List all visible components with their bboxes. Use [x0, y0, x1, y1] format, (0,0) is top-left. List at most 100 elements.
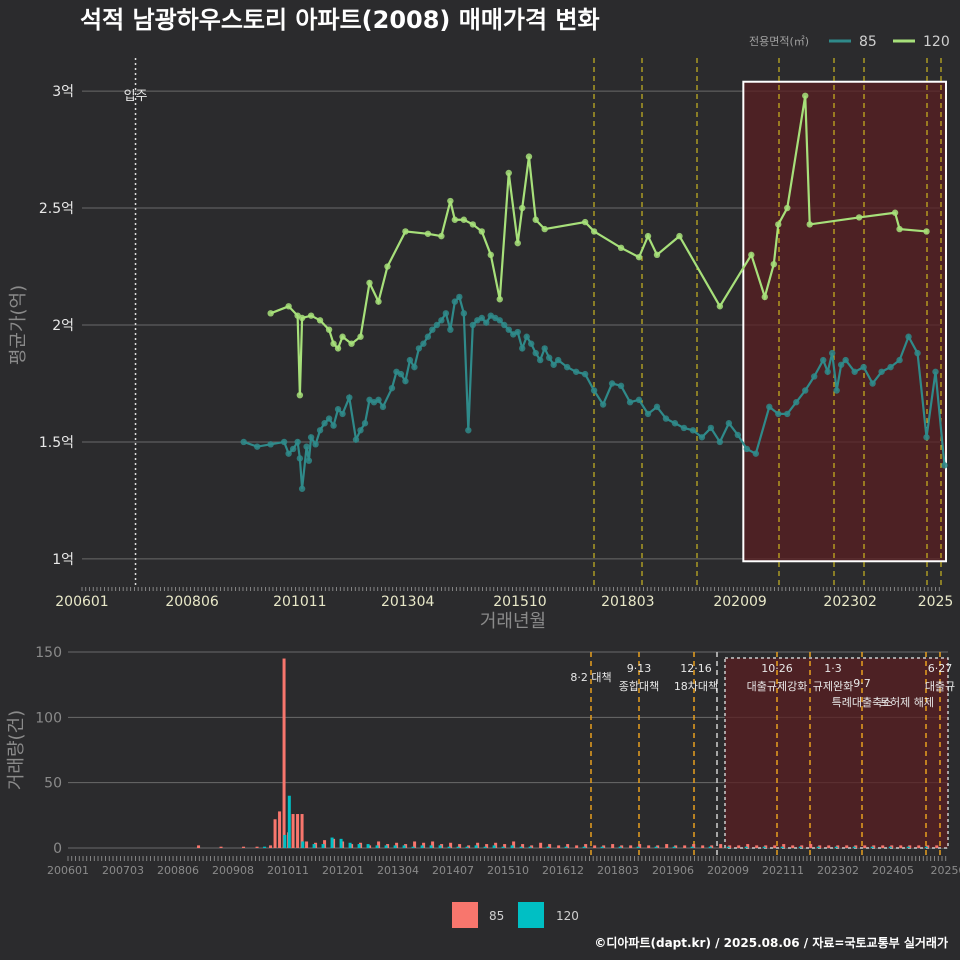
- data-point-120: [806, 221, 813, 228]
- bar-120: [618, 846, 622, 848]
- data-point-85: [280, 438, 288, 446]
- data-point-85: [662, 415, 670, 422]
- data-point-85: [514, 328, 521, 336]
- bar-85: [395, 842, 399, 848]
- data-point-85: [460, 310, 468, 317]
- data-point-120: [267, 310, 274, 317]
- data-point-85: [298, 485, 306, 492]
- data-point-120: [855, 214, 863, 221]
- top-x-tick-label: 2025: [918, 594, 954, 610]
- top-x-tick-label: 201011: [273, 594, 326, 610]
- bar-85: [872, 845, 876, 848]
- bar-120: [510, 845, 514, 848]
- bar-85: [710, 845, 714, 848]
- bar-120: [870, 846, 874, 848]
- data-point-85: [375, 396, 382, 404]
- bottom-x-tick-label: 200908: [212, 864, 254, 877]
- data-point-120: [307, 312, 315, 319]
- bar-120: [726, 846, 730, 848]
- bottom-x-axis: 200601 200703 200806 200908 201011 201201 2013…: [47, 856, 960, 877]
- bar-85: [818, 845, 822, 848]
- bar-120: [263, 846, 267, 848]
- annotation-text: 토허제 해제: [880, 695, 934, 709]
- data-point-85: [572, 368, 580, 375]
- data-point-120: [334, 345, 342, 352]
- data-point-85: [541, 345, 548, 352]
- data-point-120: [748, 251, 755, 259]
- top-x-tick-label: 200601: [55, 594, 108, 610]
- bar-85: [341, 841, 345, 848]
- data-point-85: [842, 356, 849, 364]
- data-point-85: [671, 420, 679, 427]
- bottom-y-axis: 0 50 100 150: [35, 645, 62, 857]
- data-point-85: [653, 403, 661, 411]
- bar-120: [420, 845, 424, 848]
- legend-title: 전용면적(㎡): [749, 35, 809, 48]
- annotation-text: 대출규제강화: [747, 680, 808, 693]
- data-point-120: [653, 251, 661, 259]
- data-point-85: [316, 427, 324, 434]
- bar-85: [854, 845, 858, 848]
- bar-120: [924, 846, 928, 848]
- data-point-85: [802, 387, 809, 394]
- data-point-85: [352, 436, 360, 443]
- bottom-x-tick-label: 201407: [432, 864, 474, 877]
- bottom-x-tick-label: 200806: [157, 864, 199, 877]
- data-point-85: [766, 403, 773, 411]
- bar-85: [800, 845, 804, 848]
- top-legend: 전용면적(㎡) 85 120: [749, 34, 950, 50]
- bar-85: [530, 845, 534, 848]
- data-point-85: [811, 373, 818, 380]
- data-point-120: [384, 263, 391, 270]
- data-point-85: [837, 361, 845, 368]
- annotation-text: 종합대책: [619, 680, 659, 693]
- data-point-85: [388, 384, 396, 392]
- data-point-85: [438, 317, 445, 324]
- chart-title: 석적 남광하우스토리 아파트(2008) 매매가격 변화: [80, 6, 600, 34]
- bar-85: [647, 845, 651, 848]
- bar-120: [312, 844, 316, 848]
- data-point-120: [923, 228, 930, 235]
- bar-120: [287, 795, 291, 848]
- data-point-120: [296, 391, 304, 399]
- data-point-85: [429, 326, 436, 333]
- bar-85: [728, 845, 732, 848]
- data-point-85: [528, 340, 535, 347]
- data-point-85: [505, 326, 512, 333]
- data-point-120: [447, 197, 454, 205]
- bottom-x-tick-label: 201612: [542, 864, 584, 877]
- top-shaded-box: [742, 80, 947, 563]
- bar-85: [791, 845, 795, 848]
- bottom-annotations: 8·2 대책 9·13 종합대책 12·16 18차대책 10·26 대출규제강화 1·3 규제…: [570, 662, 955, 709]
- data-point-85: [447, 326, 454, 333]
- bar-85: [350, 844, 354, 848]
- bottom-y-tick-label: 100: [35, 710, 62, 726]
- bar-85: [494, 842, 498, 848]
- data-point-85: [743, 445, 751, 453]
- bar-85: [296, 814, 300, 848]
- data-point-120: [357, 333, 364, 340]
- data-point-85: [833, 387, 840, 394]
- data-point-85: [626, 399, 634, 406]
- bar-85: [305, 841, 309, 848]
- data-point-85: [424, 333, 432, 340]
- data-point-85: [501, 321, 508, 329]
- data-point-85: [563, 363, 571, 371]
- data-point-120: [285, 303, 292, 310]
- annotation-text: 특례대출축소: [832, 696, 893, 709]
- data-point-120: [581, 218, 589, 226]
- top-x-tick-label: 202302: [823, 594, 876, 610]
- bar-85: [242, 846, 246, 848]
- bar-120: [636, 846, 640, 848]
- top-y-tick-label: 3억: [52, 84, 74, 100]
- data-point-120: [896, 225, 903, 233]
- bar-85: [683, 845, 687, 848]
- bottom-y-tick-label: 150: [35, 645, 62, 661]
- bar-85: [764, 845, 768, 848]
- bar-120: [582, 846, 586, 848]
- data-point-85: [734, 431, 742, 439]
- data-point-85: [698, 434, 706, 441]
- bar-120: [384, 845, 388, 848]
- data-point-85: [339, 410, 346, 418]
- data-point-85: [334, 406, 342, 413]
